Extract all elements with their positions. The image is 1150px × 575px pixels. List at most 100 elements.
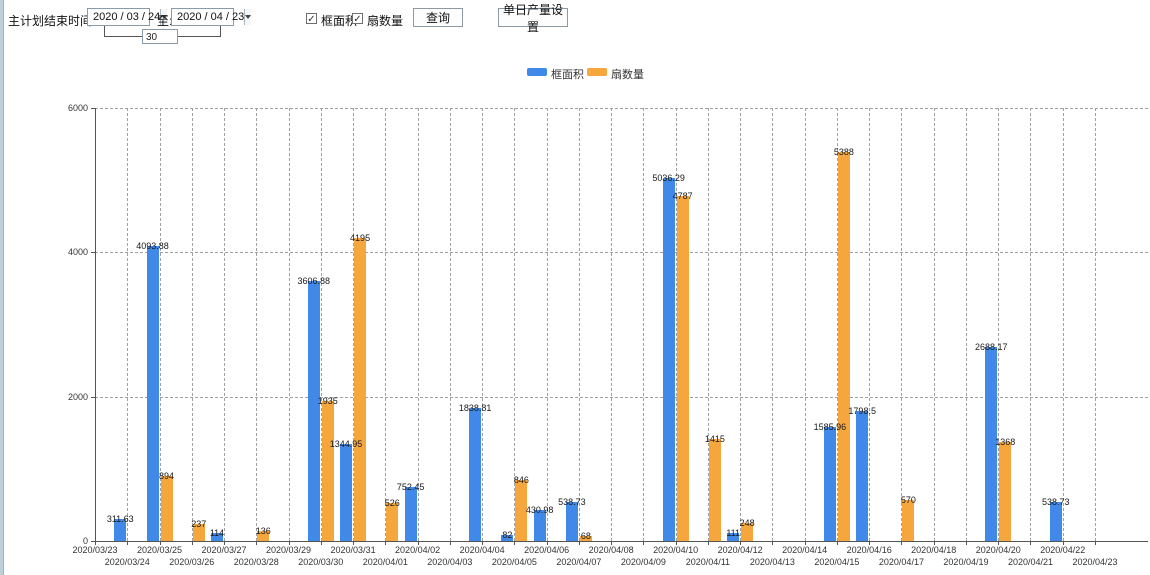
x-axis-tick-label: 2020/04/07 (556, 557, 602, 567)
bar-value-label: 5036.29 (652, 172, 685, 183)
gridline-vertical (449, 108, 451, 541)
bar-value-label: 4093.88 (136, 240, 169, 251)
x-axis-tick (1095, 541, 1096, 545)
bar-value-label: 1344.95 (329, 438, 363, 449)
bar-fan-count (192, 523, 205, 541)
x-axis-tick (288, 541, 290, 545)
bar-frame-area (340, 443, 353, 541)
gridline-vertical (965, 108, 967, 541)
bar-fan-count (708, 438, 721, 541)
query-button[interactable]: 查询 (413, 8, 463, 27)
gridline-vertical (224, 108, 226, 541)
x-axis-tick-label: 2020/03/27 (201, 545, 247, 555)
gridline-horizontal (95, 396, 1148, 398)
bar-frame-area (662, 177, 675, 541)
bar-fan-count (515, 479, 528, 541)
x-axis-tick-label: 2020/04/17 (878, 557, 924, 567)
gridline-vertical (320, 108, 322, 541)
y-axis-tick (91, 541, 95, 542)
gridline-vertical (643, 108, 645, 541)
x-axis-tick-label: 2020/03/25 (136, 545, 183, 555)
x-axis-tick-label: 2020/04/08 (588, 545, 634, 555)
bar-frame-area (469, 408, 482, 541)
bar-value-label: 2688.17 (974, 342, 1008, 352)
x-axis-tick-label: 2020/03/23 (72, 545, 118, 555)
to-label: 至: (157, 14, 173, 28)
x-axis-tick-label: 2020/04/05 (491, 557, 537, 567)
legend-label-fan-count: 扇数量 (611, 69, 644, 81)
gridline-vertical (417, 108, 419, 541)
x-axis-tick (127, 541, 129, 545)
x-axis-tick (611, 541, 613, 545)
bar-value-label: 430.98 (525, 504, 554, 515)
chevron-down-icon (245, 15, 252, 19)
date-to-value: 2020 / 04 / 23 (177, 11, 245, 23)
bar-fan-count (257, 531, 270, 541)
x-axis-tick-label: 2020/03/30 (298, 557, 344, 567)
date-from-picker[interactable]: 2020 / 03 / 24 (87, 8, 168, 26)
x-axis-tick-label: 2020/04/06 (524, 545, 570, 555)
bar-fan-count (354, 238, 367, 541)
x-axis-tick-label: 2020/04/02 (395, 545, 441, 555)
x-axis-tick-label: 2020/04/16 (846, 545, 892, 555)
bar-value-label: 68 (580, 531, 591, 542)
x-axis-tick-label: 2020/04/23 (1072, 557, 1118, 567)
x-axis-tick-label: 2020/04/19 (943, 557, 989, 567)
bar-frame-area (565, 502, 578, 541)
gridline-vertical (1030, 108, 1032, 541)
bar-value-label: 5388 (833, 147, 854, 158)
frame-area-checkbox[interactable]: ✓ (306, 13, 317, 25)
date-from-value: 2020 / 03 / 24 (93, 11, 161, 23)
x-axis-tick-label: 2020/03/24 (104, 557, 150, 567)
gridline-vertical (804, 108, 806, 541)
bar-frame-area (307, 280, 320, 541)
date-from-dropdown-button[interactable] (160, 9, 168, 25)
y-axis-tick (91, 396, 95, 398)
x-axis-tick (320, 541, 322, 545)
x-axis-tick (1030, 541, 1032, 545)
bar-value-label: 570 (900, 494, 916, 505)
bar-fan-count (579, 536, 592, 541)
bar-value-label: 4195 (350, 233, 371, 244)
x-axis-tick (869, 541, 871, 545)
bar-frame-area (533, 509, 546, 541)
bar-value-label: 111 (726, 527, 740, 538)
fan-count-checkbox[interactable]: ✓ (352, 13, 363, 25)
x-axis-tick (836, 541, 838, 545)
x-axis-tick (95, 541, 96, 545)
gridline-vertical (191, 108, 193, 541)
bar-value-label: 1415 (704, 433, 725, 444)
days-between-input[interactable]: 30 (142, 29, 178, 44)
gridline-vertical (256, 108, 258, 541)
bar-fan-count (321, 401, 334, 541)
bar-frame-area (823, 426, 836, 541)
x-axis-tick-label: 2020/03/31 (330, 545, 376, 555)
x-axis-tick-label: 2020/04/10 (653, 545, 699, 555)
x-axis-tick-label: 2020/04/13 (749, 557, 795, 567)
x-axis-tick-label: 2020/04/03 (427, 557, 473, 567)
window-left-edge (0, 0, 4, 575)
y-axis-tick-label: 0 (82, 536, 88, 546)
bar-value-label: 4787 (672, 190, 693, 201)
bar-fan-count (386, 503, 399, 541)
gridline-vertical (514, 108, 516, 541)
y-axis-line (95, 108, 96, 541)
gridline-vertical (998, 108, 1000, 541)
bar-fan-count (160, 476, 173, 541)
date-to-picker[interactable]: 2020 / 04 / 23 (171, 8, 252, 26)
bar-value-label: 526 (384, 498, 400, 509)
x-axis-tick-label: 2020/04/22 (1040, 545, 1086, 555)
plan-end-time-label: 主计划结束时间: (8, 14, 96, 28)
gridline-vertical (1095, 108, 1096, 541)
gridline-vertical (1062, 108, 1064, 541)
chevron-down-icon (161, 15, 168, 19)
y-axis-tick-label: 4000 (67, 247, 88, 258)
x-axis-tick (417, 541, 419, 545)
date-to-dropdown-button[interactable] (244, 9, 252, 25)
gridline-horizontal (95, 252, 1148, 254)
gridline-vertical (159, 108, 161, 541)
x-axis-tick-label: 2020/04/01 (362, 557, 408, 567)
bar-frame-area (856, 411, 869, 541)
bar-value-label: 311.63 (106, 513, 134, 524)
